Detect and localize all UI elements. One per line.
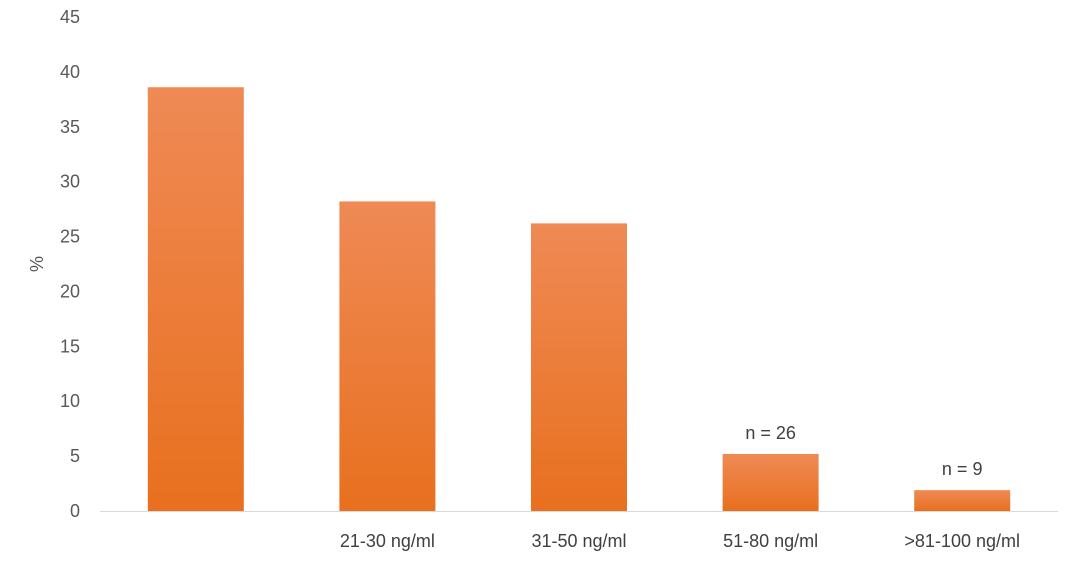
x-tick-label: 21-30 ng/ml <box>340 531 435 551</box>
x-tick-label: 31-50 ng/ml <box>531 531 626 551</box>
y-tick-label: 30 <box>60 172 80 192</box>
x-tick-label: 51-80 ng/ml <box>723 531 818 551</box>
bar <box>722 453 819 511</box>
y-tick-label: 35 <box>60 117 80 137</box>
y-tick-label: 40 <box>60 62 80 82</box>
data-label: n = 26 <box>745 423 796 443</box>
bar <box>339 201 436 511</box>
y-axis-title: % <box>27 256 47 272</box>
y-tick-label: 25 <box>60 227 80 247</box>
y-tick-label: 5 <box>70 446 80 466</box>
bar <box>147 87 244 511</box>
data-labels: n = 26 n = 9 <box>745 423 982 479</box>
x-tick-label: >81-100 ng/ml <box>904 531 1020 551</box>
y-tick-label: 20 <box>60 281 80 301</box>
y-tick-label: 45 <box>60 7 80 27</box>
bar <box>531 223 627 512</box>
data-label: n = 9 <box>942 459 983 479</box>
y-tick-label: 0 <box>70 501 80 521</box>
bar-series <box>147 87 1011 512</box>
x-axis-labels: 21-30 ng/ml 31-50 ng/ml 51-80 ng/ml >81-100… <box>340 531 1020 551</box>
y-axis: 0 5 10 15 20 25 30 35 40 45 <box>60 7 80 521</box>
y-tick-label: 15 <box>60 336 80 356</box>
y-tick-label: 10 <box>60 391 80 411</box>
bar <box>914 490 1011 511</box>
